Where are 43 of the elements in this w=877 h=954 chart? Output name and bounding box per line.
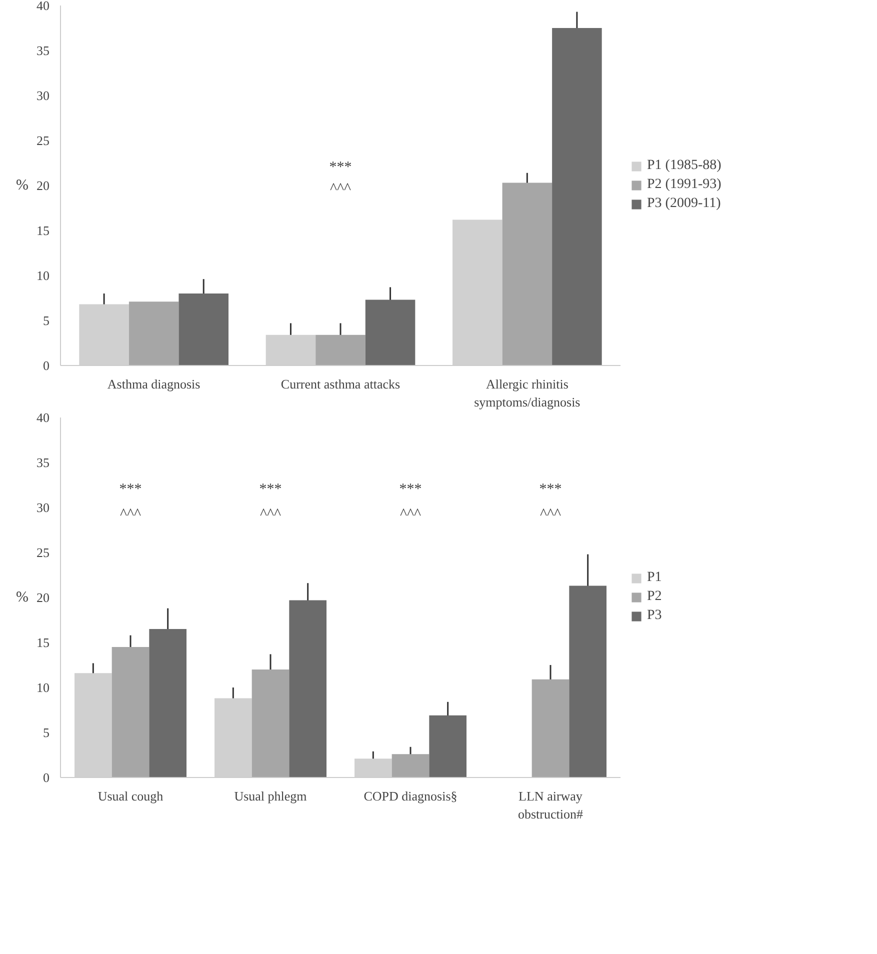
y-tick-label: 25 bbox=[36, 545, 50, 560]
y-tick-label: 30 bbox=[36, 88, 50, 103]
y-tick-label: 20 bbox=[36, 590, 50, 605]
y-tick-label: 40 bbox=[36, 0, 50, 13]
legend-label: P2 bbox=[647, 589, 663, 605]
y-tick-label: 5 bbox=[43, 313, 50, 328]
y-tick-label: 15 bbox=[36, 635, 50, 650]
annotation: *** bbox=[119, 482, 142, 498]
y-tick-label: 0 bbox=[43, 770, 50, 785]
y-tick-label: 20 bbox=[36, 178, 50, 193]
x-tick-label: LLN airway obstruction# bbox=[518, 788, 584, 822]
annotation: *** bbox=[259, 482, 282, 498]
y-axis-title: % bbox=[16, 590, 29, 606]
x-tick-label: Current asthma attacks bbox=[280, 376, 400, 392]
y-axis-title: % bbox=[16, 178, 29, 194]
y-tick-label: 0 bbox=[43, 358, 50, 373]
y-tick-label: 25 bbox=[36, 133, 50, 148]
legend-label: P1 bbox=[647, 570, 663, 586]
x-tick-label: Usual cough bbox=[98, 788, 164, 804]
annotation: *** bbox=[399, 482, 422, 498]
annotation: ^^^ bbox=[540, 506, 562, 523]
y-tick-label: 10 bbox=[36, 680, 50, 695]
y-tick-label: 30 bbox=[36, 500, 50, 515]
annotation: *** bbox=[329, 160, 352, 176]
legend-label: P3 (2009-11) bbox=[647, 196, 721, 212]
y-tick-label: 40 bbox=[36, 410, 50, 425]
annotation: *** bbox=[539, 482, 562, 498]
x-tick-label: Asthma diagnosis bbox=[107, 376, 200, 392]
legend-label: P2 (1991-93) bbox=[647, 177, 722, 193]
annotation: ^^^ bbox=[400, 506, 422, 523]
legend-label: P1 (1985-88) bbox=[647, 158, 722, 174]
y-tick-label: 35 bbox=[36, 455, 50, 470]
x-tick-label: Usual phlegm bbox=[234, 788, 307, 804]
annotation: ^^^ bbox=[120, 506, 142, 523]
y-tick-label: 15 bbox=[36, 223, 50, 238]
y-tick-label: 5 bbox=[43, 725, 50, 740]
legend-label: P3 bbox=[647, 608, 663, 624]
x-tick-label: Allergic rhinitis symptoms/diagnosis bbox=[474, 376, 580, 410]
annotation: ^^^ bbox=[260, 506, 282, 523]
y-tick-label: 35 bbox=[36, 43, 50, 58]
annotation: ^^^ bbox=[330, 181, 352, 198]
x-tick-label: COPD diagnosis§ bbox=[364, 788, 458, 804]
y-tick-label: 10 bbox=[36, 268, 50, 283]
